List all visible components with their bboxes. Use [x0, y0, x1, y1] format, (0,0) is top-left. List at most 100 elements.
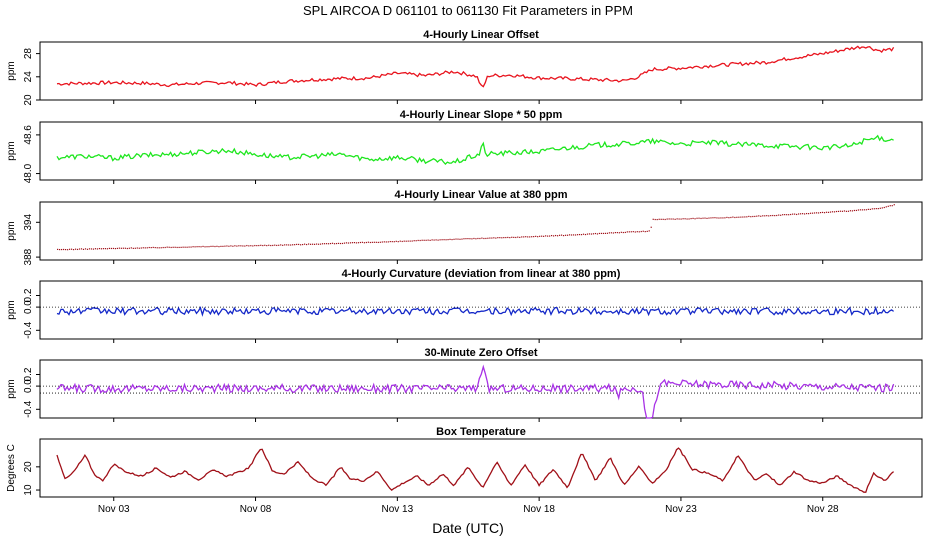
y-axis-label: ppm: [6, 221, 17, 240]
data-point: [574, 234, 577, 236]
panel-title: 4-Hourly Curvature (deviation from linea…: [342, 268, 621, 280]
data-point: [784, 214, 786, 216]
data-point: [831, 211, 834, 213]
data-point: [78, 248, 81, 250]
data-point: [405, 240, 407, 242]
data-point: [100, 248, 103, 250]
y-tick-label: 0.0: [23, 300, 34, 314]
data-point: [578, 233, 581, 236]
y-axis-label: ppm: [6, 61, 17, 80]
data-point: [654, 218, 656, 221]
data-point: [612, 232, 614, 234]
data-point: [357, 242, 360, 244]
data-point: [768, 215, 770, 217]
data-point: [317, 243, 320, 245]
data-point: [186, 246, 188, 248]
data-point: [413, 240, 415, 242]
data-point: [766, 215, 768, 217]
data-point: [475, 238, 477, 240]
data-point: [108, 247, 111, 250]
data-point: [106, 248, 109, 250]
data-point: [172, 246, 174, 248]
data-point: [337, 242, 340, 245]
data-point: [883, 206, 885, 209]
data-point: [381, 241, 383, 243]
data-point: [724, 217, 726, 219]
panel-title: 4-Hourly Linear Slope * 50 ppm: [400, 109, 563, 121]
data-point: [692, 217, 694, 220]
y-tick-label: 10: [23, 484, 34, 496]
data-point: [525, 236, 527, 238]
data-point: [407, 240, 409, 242]
data-point: [421, 239, 423, 241]
data-point: [845, 210, 848, 212]
data-point: [57, 248, 59, 251]
data-point: [746, 216, 748, 218]
data-point: [762, 215, 764, 217]
data-point: [341, 242, 344, 245]
data-point: [841, 210, 844, 212]
data-point: [92, 248, 95, 250]
panel-5: 30-Minute Zero Offset ppm -0.4 0.00.2: [6, 347, 923, 422]
data-point: [220, 245, 222, 247]
data-point: [441, 239, 443, 241]
data-point: [792, 213, 794, 215]
data-point: [752, 215, 754, 218]
data-point: [849, 210, 852, 212]
data-point: [744, 216, 746, 218]
data-series: [56, 45, 895, 88]
data-point: [515, 236, 517, 239]
data-point: [411, 240, 413, 242]
data-point: [833, 211, 836, 213]
data-point: [592, 233, 595, 235]
data-point: [66, 249, 69, 251]
data-point: [142, 247, 144, 249]
data-point: [881, 207, 883, 209]
data-point: [493, 237, 495, 239]
data-point: [588, 233, 591, 235]
data-point: [451, 238, 453, 241]
data-point: [62, 248, 65, 251]
panel-3: 4-Hourly Linear Value at 380 ppm ppm 388 39…: [6, 189, 923, 265]
data-point: [138, 247, 140, 249]
data-point: [86, 248, 89, 250]
data-point: [248, 245, 250, 247]
data-point: [519, 236, 521, 239]
data-point: [333, 243, 336, 245]
data-point: [726, 216, 728, 219]
data-point: [541, 235, 543, 237]
data-point: [505, 236, 507, 239]
data-point: [648, 230, 650, 232]
data-point: [300, 244, 302, 246]
data-point: [206, 246, 208, 248]
data-point: [566, 234, 569, 236]
data-point: [539, 235, 541, 237]
data-point: [620, 231, 622, 233]
y-tick-label: 388: [23, 248, 34, 265]
data-point: [678, 218, 680, 220]
data-point: [170, 246, 172, 249]
plot-frame: [39, 359, 923, 419]
data-point: [537, 236, 539, 238]
data-point: [437, 239, 439, 241]
data-point: [610, 232, 612, 234]
data-point: [576, 234, 579, 236]
data-point: [435, 239, 437, 241]
data-point: [284, 244, 286, 246]
data-point: [638, 231, 640, 233]
data-point: [124, 247, 126, 249]
data-point: [158, 247, 160, 249]
data-point: [545, 235, 547, 237]
data-point: [168, 246, 170, 248]
data-point: [630, 231, 632, 233]
data-point: [379, 241, 381, 243]
y-tick-label: 394: [23, 214, 34, 231]
data-point: [96, 248, 99, 250]
data-point: [829, 211, 832, 213]
data-point: [59, 248, 61, 251]
data-point: [321, 243, 324, 245]
panel-2: 4-Hourly Linear Slope * 50 ppm ppm 48.0 48.…: [6, 109, 923, 184]
data-point: [857, 209, 859, 211]
data-point: [756, 215, 758, 217]
data-point: [710, 217, 712, 219]
